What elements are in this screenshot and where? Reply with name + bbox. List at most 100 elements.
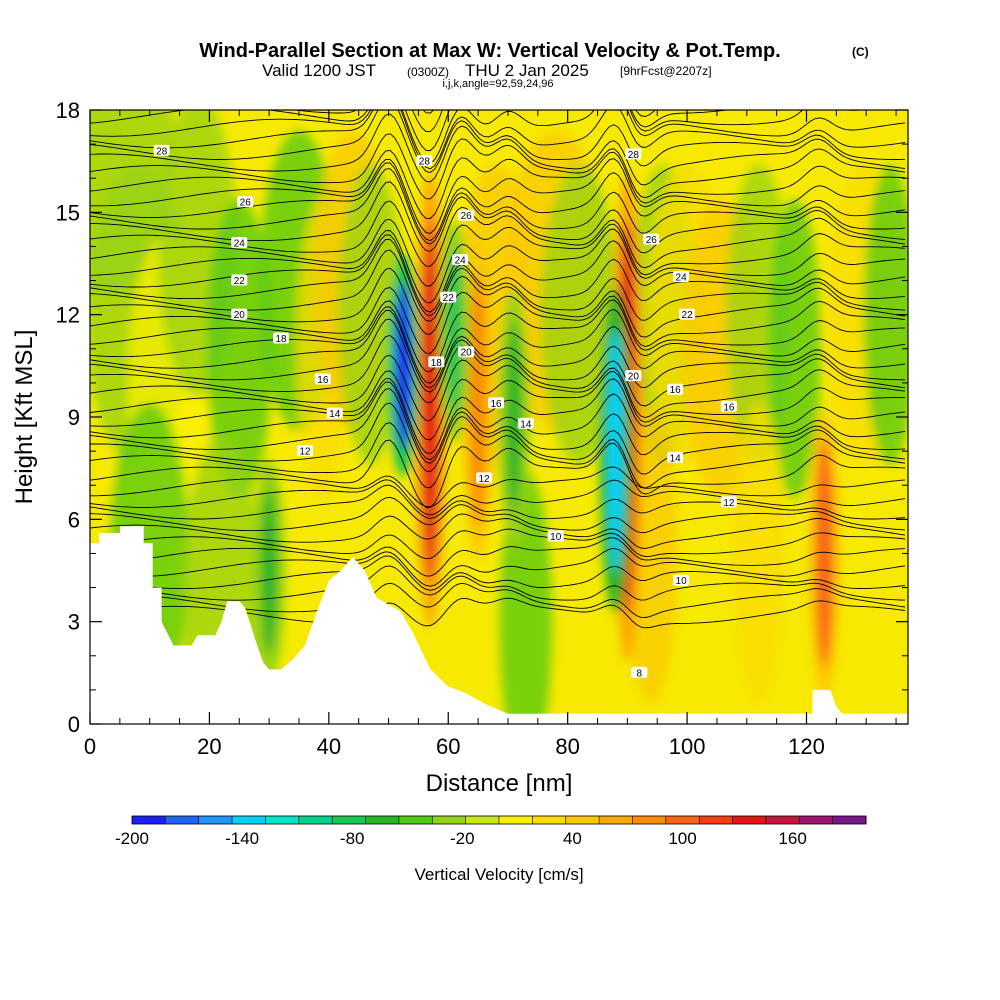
colorbar-swatch bbox=[499, 816, 533, 824]
colorbar-swatch bbox=[265, 816, 300, 824]
y-tick-label: 18 bbox=[56, 98, 80, 123]
contour-label: 16 bbox=[488, 397, 505, 410]
contour-label: 12 bbox=[720, 496, 737, 509]
field-patch bbox=[540, 164, 620, 465]
contour-label-text: 14 bbox=[329, 409, 341, 420]
contour-label-text: 28 bbox=[628, 150, 640, 161]
theta-isoline bbox=[90, 200, 906, 269]
colorbar-swatch bbox=[332, 816, 367, 824]
contour-label-text: 26 bbox=[240, 198, 252, 209]
colorbar-swatch bbox=[365, 816, 400, 824]
field-patch bbox=[206, 198, 273, 499]
title-mark: (C) bbox=[852, 45, 869, 59]
contour-label-text: 28 bbox=[419, 157, 431, 168]
theta-isoline bbox=[90, 162, 906, 242]
contour-label-bg bbox=[273, 332, 290, 344]
theta-isoline bbox=[90, 299, 906, 373]
colorbar-swatch bbox=[432, 816, 467, 824]
x-tick-label: 20 bbox=[197, 734, 221, 759]
contour-label-bg bbox=[625, 370, 642, 382]
contour-label-bg bbox=[517, 417, 534, 429]
contour-label-bg bbox=[326, 407, 343, 419]
contour-label-bg bbox=[237, 196, 254, 208]
contour-label: 20 bbox=[231, 308, 248, 321]
plot-area bbox=[90, 110, 908, 724]
contour-label-text: 20 bbox=[234, 310, 246, 321]
theta-isoline bbox=[90, 335, 906, 407]
contour-label-bg bbox=[643, 233, 660, 245]
colorbar-swatch bbox=[732, 816, 767, 824]
theta-isoline bbox=[90, 496, 906, 534]
contour-label: 8 bbox=[631, 666, 648, 679]
theta-isoline bbox=[90, 238, 906, 317]
theta-isoline bbox=[90, 565, 906, 601]
updraft-core bbox=[815, 439, 834, 668]
theta-isoline bbox=[90, 318, 905, 393]
downdraft-core bbox=[505, 320, 522, 514]
theta-isoline bbox=[90, 168, 906, 245]
contour-label: 22 bbox=[440, 291, 457, 304]
colorbar-swatch bbox=[132, 816, 166, 824]
theta-isoline bbox=[90, 310, 906, 389]
contour-label: 22 bbox=[679, 308, 696, 321]
contour-label-bg bbox=[153, 144, 170, 156]
contour-label-bg bbox=[673, 271, 690, 283]
theta-isoline bbox=[90, 158, 906, 234]
colorbar-label: Vertical Velocity [cm/s] bbox=[414, 865, 583, 884]
theta-isoline bbox=[90, 547, 906, 587]
contour-label: 14 bbox=[517, 417, 534, 430]
colorbar-swatch bbox=[699, 816, 734, 824]
chart-subtitle: Valid 1200 JST (0300Z) THU 2 Jan 2025 [9… bbox=[262, 61, 712, 80]
chart-title: Wind-Parallel Section at Max W: Vertical… bbox=[199, 40, 780, 62]
contour-label: 12 bbox=[296, 445, 313, 458]
colorbar-tick-label: -200 bbox=[115, 829, 149, 848]
contour-label-text: 18 bbox=[431, 358, 443, 369]
subtitle-date: THU 2 Jan 2025 bbox=[465, 61, 589, 80]
colorbar-swatch bbox=[799, 816, 834, 824]
colorbar-swatch bbox=[632, 816, 667, 824]
colorbar: -200 -140 -80 -20 40 100 160 bbox=[115, 815, 867, 848]
theta-isoline bbox=[90, 149, 906, 219]
downdraft-core bbox=[261, 487, 278, 654]
downdraft-core bbox=[446, 248, 463, 416]
contour-label: 24 bbox=[452, 254, 469, 267]
colorbar-tick-label: 100 bbox=[668, 829, 696, 848]
x-tick-label: 0 bbox=[84, 734, 96, 759]
x-tick-label: 120 bbox=[788, 734, 825, 759]
contour-label-bg bbox=[428, 356, 445, 368]
colorbar-tick-label: -80 bbox=[340, 829, 365, 848]
x-tick-label: 100 bbox=[669, 734, 706, 759]
theta-isoline bbox=[90, 110, 866, 152]
theta-isoline bbox=[90, 110, 906, 173]
contour-label-text: 14 bbox=[670, 453, 682, 464]
theta-isoline bbox=[90, 466, 906, 508]
contour-label: 28 bbox=[153, 144, 170, 157]
contour-label-text: 16 bbox=[723, 402, 735, 413]
updraft-core bbox=[469, 272, 488, 528]
contour-label-text: 20 bbox=[628, 372, 640, 383]
theta-isoline bbox=[90, 422, 906, 489]
contour-label-bg bbox=[667, 383, 684, 395]
theta-isoline bbox=[90, 181, 906, 254]
y-tick-label: 6 bbox=[68, 507, 80, 532]
contour-label: 26 bbox=[643, 233, 660, 246]
colorbar-swatch bbox=[599, 816, 633, 824]
contour-label: 26 bbox=[237, 196, 254, 209]
colorbar-swatch bbox=[232, 816, 266, 824]
subtitle-fcst: [9hrFcst@2207z] bbox=[620, 64, 712, 78]
contour-label: 28 bbox=[416, 155, 433, 168]
contour-label-text: 26 bbox=[461, 211, 473, 222]
contour-label-text: 22 bbox=[234, 276, 246, 287]
contour-label-bg bbox=[458, 209, 475, 221]
theta-isoline bbox=[90, 402, 906, 475]
contour-label: 16 bbox=[720, 400, 737, 413]
contour-label-bg bbox=[296, 445, 313, 457]
colorbar-swatch bbox=[565, 816, 600, 824]
theta-isoline bbox=[90, 484, 906, 520]
theta-isoline bbox=[90, 537, 906, 577]
contour-label-text: 12 bbox=[299, 447, 311, 458]
theta-isoline bbox=[90, 528, 906, 560]
contour-label-bg bbox=[440, 291, 457, 303]
contour-label: 24 bbox=[673, 271, 690, 284]
